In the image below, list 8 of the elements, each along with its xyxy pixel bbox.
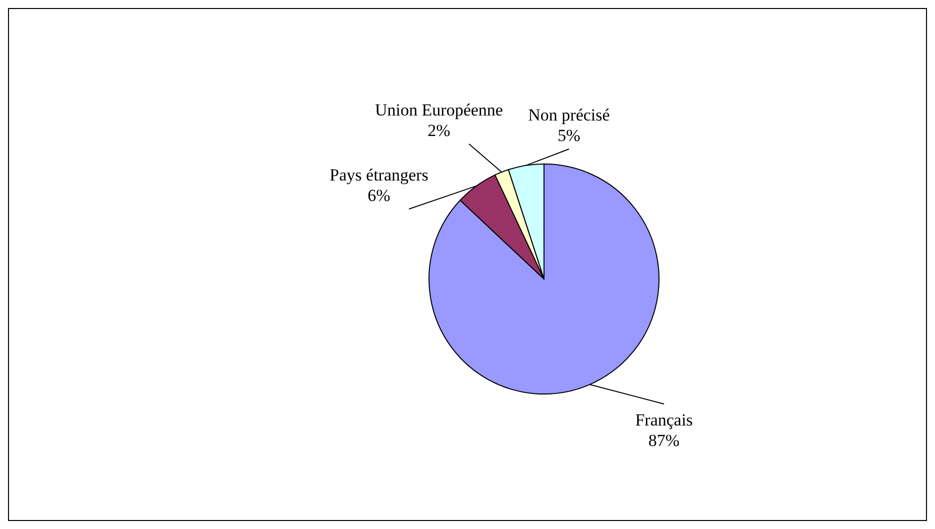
data-label: 5% <box>558 126 580 145</box>
slice-label: Non précisé <box>528 106 610 125</box>
slice-label: Pays étrangers <box>330 166 428 185</box>
data-label: 6% <box>368 186 390 205</box>
data-label: 2% <box>428 121 450 140</box>
slice-label: Français <box>635 410 693 430</box>
data-label: 87% <box>648 431 680 450</box>
slice-label: Union Européenne <box>375 100 503 120</box>
